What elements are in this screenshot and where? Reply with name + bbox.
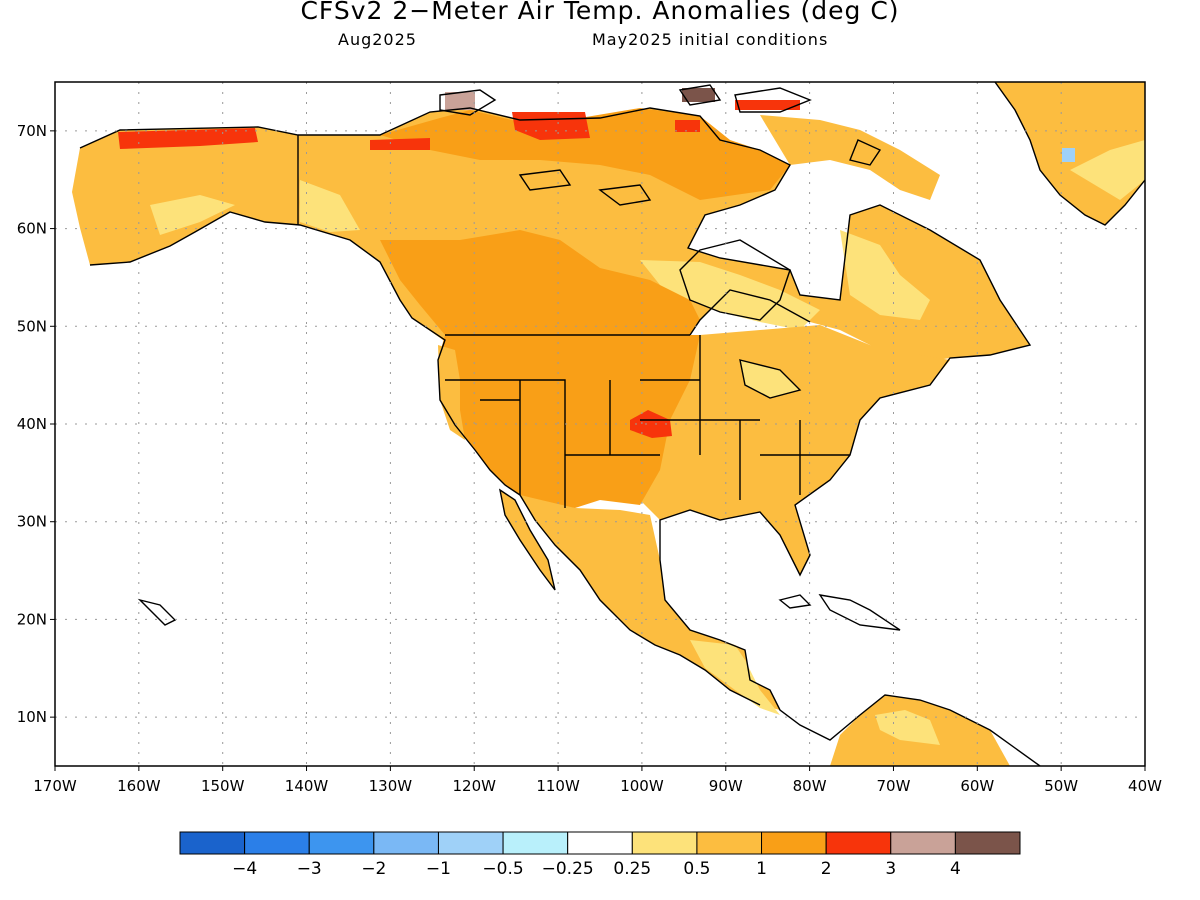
- chart-title: CFSv2 2−Meter Air Temp. Anomalies (deg C…: [300, 0, 900, 25]
- y-tick-label: 40N: [17, 415, 47, 433]
- arctic-red-3: [735, 100, 800, 110]
- axis-labels: 170W 160W 150W 140W 130W 120W 110W 100W 90W 80W 70…: [17, 122, 1162, 795]
- colorbar-label: 0.25: [613, 859, 651, 879]
- great-lakes-light: [740, 360, 800, 398]
- x-tick-label: 90W: [709, 777, 743, 795]
- greenland-light: [1070, 140, 1145, 200]
- labrador-light: [840, 230, 930, 320]
- colorbar-swatch: [761, 831, 827, 855]
- x-tick-label: 150W: [201, 777, 245, 795]
- colorbar-label: −4: [232, 859, 257, 879]
- great-plains-red: [630, 410, 672, 438]
- colorbar-swatch: [696, 831, 763, 855]
- colorbar-swatch: [437, 831, 504, 855]
- colorbar-label: −3: [297, 859, 322, 879]
- arctic-peak-1: [445, 92, 475, 110]
- arctic-red-2: [675, 120, 700, 132]
- colorbar-swatch: [825, 831, 892, 855]
- colorbar: −4 −3 −2 −1 −0.5 −0.25 0.25 0.5 1 2 3 4: [179, 831, 1021, 879]
- conus-west-shading: [438, 335, 700, 508]
- pacific-coast-light: [438, 345, 465, 440]
- x-tick-label: 80W: [793, 777, 827, 795]
- x-tick-label: 120W: [452, 777, 496, 795]
- shaded-field: [72, 82, 1145, 766]
- colorbar-swatch: [567, 831, 633, 855]
- x-tick-label: 170W: [33, 777, 77, 795]
- y-tick-label: 20N: [17, 610, 47, 628]
- y-tick-label: 60N: [17, 220, 47, 238]
- colorbar-swatch: [631, 831, 698, 855]
- greenland-cool: [1062, 148, 1075, 162]
- x-tick-label: 60W: [960, 777, 994, 795]
- alaska-shading: [72, 127, 300, 265]
- colorbar-label: −2: [361, 859, 386, 879]
- x-tick-label: 40W: [1128, 777, 1162, 795]
- coastlines: [79, 82, 1145, 766]
- alaska-south-light: [150, 195, 235, 235]
- y-tick-label: 10N: [17, 708, 47, 726]
- valid-month-label: Aug2025: [338, 30, 417, 49]
- y-tick-label: 70N: [17, 122, 47, 140]
- y-tick-label: 30N: [17, 513, 47, 531]
- canada-orange-belt: [380, 230, 700, 335]
- colorbar-label: 0.5: [683, 859, 710, 879]
- x-tick-label: 70W: [877, 777, 911, 795]
- colorbar-swatch: [890, 831, 956, 855]
- colorbar-label: −0.25: [542, 859, 594, 879]
- conus-east-shading: [640, 325, 950, 575]
- x-tick-label: 100W: [620, 777, 664, 795]
- x-tick-label: 50W: [1044, 777, 1078, 795]
- colorbar-swatch: [179, 831, 246, 855]
- colorbar-label: −0.5: [482, 859, 523, 879]
- yukon-light: [300, 180, 360, 232]
- x-tick-label: 160W: [117, 777, 161, 795]
- y-tick-label: 50N: [17, 317, 47, 335]
- x-tick-label: 130W: [369, 777, 413, 795]
- colorbar-swatch: [308, 831, 375, 855]
- initial-conditions-label: May2025 initial conditions: [592, 30, 829, 49]
- colorbar-swatch: [954, 831, 1021, 855]
- x-tick-label: 140W: [285, 777, 329, 795]
- baffin-shading: [760, 115, 940, 200]
- colorbar-swatch: [502, 831, 569, 855]
- colorbar-swatch: [373, 831, 439, 855]
- colorbar-label: 4: [950, 859, 961, 879]
- baja-shading: [500, 490, 555, 590]
- arctic-red-4: [370, 138, 430, 150]
- south-america-light: [875, 710, 940, 745]
- x-tick-label: 110W: [536, 777, 580, 795]
- graticule: [55, 82, 1145, 766]
- hudson-light: [640, 260, 820, 330]
- colorbar-label: −1: [426, 859, 451, 879]
- colorbar-label: 1: [756, 859, 767, 879]
- colorbar-label: 2: [821, 859, 832, 879]
- colorbar-swatch: [244, 831, 310, 855]
- arctic-peak-2: [682, 88, 715, 102]
- central-america-light: [690, 640, 780, 715]
- colorbar-label: 3: [885, 859, 896, 879]
